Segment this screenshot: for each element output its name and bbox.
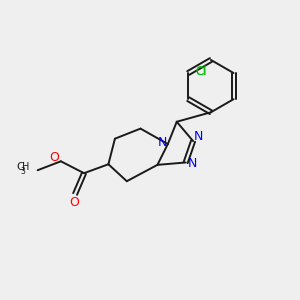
Text: O: O bbox=[50, 151, 59, 164]
Text: N: N bbox=[188, 158, 197, 170]
Text: 3: 3 bbox=[20, 167, 25, 176]
Text: C: C bbox=[17, 162, 25, 172]
Text: H: H bbox=[22, 162, 29, 172]
Text: N: N bbox=[158, 136, 167, 149]
Text: Cl: Cl bbox=[195, 67, 206, 76]
Text: O: O bbox=[70, 196, 80, 209]
Text: Cl: Cl bbox=[196, 65, 208, 78]
Text: N: N bbox=[194, 130, 203, 143]
